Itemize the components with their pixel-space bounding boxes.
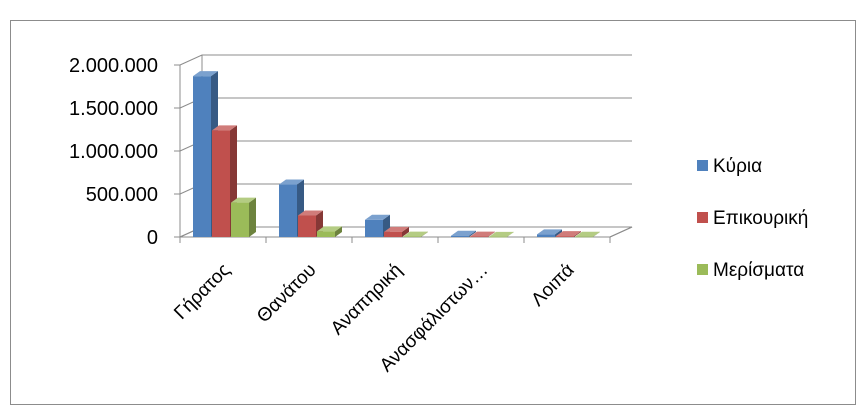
bar-top (317, 226, 342, 232)
bar-top (451, 230, 476, 236)
y-tick-label: 1.500.000 (69, 98, 158, 120)
legend-label: Κύρια (713, 156, 762, 177)
legend-swatch (697, 264, 708, 275)
bar-top (298, 210, 323, 216)
bar-front (193, 76, 211, 238)
bar-top (556, 231, 581, 237)
floor-right-edge (609, 226, 633, 238)
bar (298, 210, 323, 237)
bar-top (193, 71, 218, 77)
bar-front (470, 236, 488, 238)
bar (575, 231, 600, 238)
gridline (179, 183, 632, 195)
bar-front (403, 236, 421, 238)
bar-top (537, 229, 562, 235)
bar-top (470, 231, 495, 237)
bar-front (451, 235, 469, 237)
y-tick-label: 500.000 (86, 184, 158, 206)
bar-front (231, 202, 249, 237)
bar-front (556, 236, 574, 237)
bar (489, 231, 514, 238)
bar (556, 231, 581, 237)
bar (384, 226, 409, 237)
bar-front (384, 231, 402, 237)
bar-front (212, 130, 230, 237)
bar (403, 231, 428, 238)
bar-top (575, 231, 600, 237)
bar-side (574, 231, 581, 237)
x-category-label: Αναπηρική (327, 260, 407, 340)
bar-top (403, 231, 428, 237)
bar-side (555, 229, 562, 237)
bar (317, 226, 342, 237)
bars (193, 71, 600, 238)
x-category-label: Λοιπά (527, 260, 578, 311)
legend: Κύρια Επικουρική Μερίσματα (697, 156, 808, 281)
bar-front (317, 231, 335, 237)
gridline (179, 54, 632, 66)
y-tick-label: 0 (147, 227, 158, 249)
bar-front (489, 236, 507, 238)
x-category-label: Θανάτου (253, 260, 320, 327)
bar-top (212, 125, 237, 131)
bar-front (537, 234, 555, 237)
legend-swatch (697, 160, 708, 171)
bar-side (249, 197, 256, 237)
bar-top (365, 214, 390, 220)
bar-top (489, 231, 514, 237)
x-category-label: Γήρατος (170, 260, 234, 324)
legend-swatch (697, 212, 708, 223)
bar (451, 230, 476, 237)
chart-frame (10, 20, 856, 405)
bar-side (488, 231, 495, 237)
bar-top (384, 226, 409, 232)
bar-front (279, 184, 297, 237)
bar (231, 197, 256, 237)
bar-top (279, 179, 304, 185)
bar (470, 231, 495, 238)
bar-front (298, 215, 316, 237)
bar-front (575, 236, 593, 238)
bar-side (402, 226, 409, 237)
bar-side (593, 231, 600, 237)
gridline (179, 97, 632, 109)
legend-label: Επικουρική (713, 208, 808, 229)
bar-side (507, 231, 514, 237)
y-tick-label: 1.000.000 (69, 141, 158, 163)
bar-side (469, 230, 476, 237)
bar-top (231, 197, 256, 203)
legend-label: Μερίσματα (713, 260, 804, 281)
gridline (179, 140, 632, 152)
bar (537, 229, 562, 237)
y-tick-label: 2.000.000 (69, 55, 158, 77)
bar-front (365, 219, 383, 237)
bar-side (421, 231, 428, 237)
bar-side (335, 226, 342, 237)
